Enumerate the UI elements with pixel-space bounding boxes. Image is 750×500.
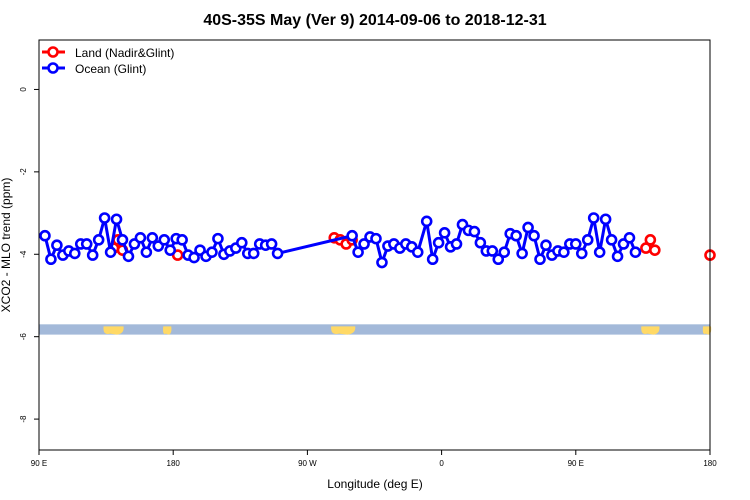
legend-item-ocean: Ocean (Glint): [42, 62, 146, 76]
ocean-series-point: [498, 246, 511, 259]
x-tick-label: 0: [439, 459, 444, 468]
island-blob: [641, 326, 660, 335]
x-tick-label: 90 W: [298, 459, 317, 468]
land-ocean-band: [39, 324, 712, 335]
ocean-series-point: [265, 238, 278, 250]
ocean-series-point: [116, 234, 129, 246]
ocean-series-point: [420, 215, 433, 228]
ocean-series-point: [486, 245, 499, 257]
legend-label-ocean: Ocean (Glint): [75, 62, 146, 76]
y-tick-label: 0: [19, 87, 28, 92]
ocean-series-point: [86, 249, 99, 261]
ocean-series-point: [98, 212, 111, 224]
ocean-series-point: [146, 231, 159, 244]
x-tick-label: 90 E: [568, 459, 584, 468]
ocean-series-point: [432, 236, 445, 249]
ocean-series-point: [611, 250, 624, 263]
ocean-series-point: [575, 247, 588, 260]
ocean-series-point: [235, 236, 248, 249]
chart-title: 40S-35S May (Ver 9) 2014-09-06 to 2018-1…: [203, 12, 546, 29]
ocean-series-point: [51, 239, 63, 252]
ocean-series-point: [110, 213, 123, 226]
ocean-series-point: [104, 246, 117, 259]
ocean-series-point: [426, 253, 439, 266]
y-axis-label: XCO2 - MLO trend (ppm): [0, 178, 13, 313]
ocean-series-point: [587, 212, 600, 224]
land-series-point: [649, 244, 661, 256]
ocean-series-point: [164, 244, 177, 256]
continent-blob: [331, 326, 356, 335]
ocean-series-point: [528, 229, 540, 242]
y-tick-label: -2: [19, 168, 28, 176]
ocean-series-point: [358, 238, 370, 250]
ocean-series-point: [605, 234, 618, 246]
ocean-series-point: [558, 246, 570, 259]
legend-item-land: Land (Nadir&Glint): [42, 46, 174, 60]
legend: Land (Nadir&Glint) Ocean (Glint): [42, 46, 174, 76]
ocean-series-point: [68, 247, 81, 260]
ocean-series-point: [212, 232, 224, 245]
ocean-series-point: [474, 236, 487, 249]
ocean-series-point: [468, 225, 481, 238]
ocean-series-point: [540, 239, 552, 252]
x-tick-label: 90 E: [31, 459, 47, 468]
ocean-series-point: [492, 253, 505, 266]
ocean-series-point: [140, 246, 153, 259]
series-lines: [39, 212, 716, 269]
ocean-series-point: [516, 247, 528, 260]
ocean-series-point: [39, 229, 51, 242]
ocean-series-point: [247, 247, 260, 260]
legend-label-land: Land (Nadir&Glint): [75, 46, 174, 60]
y-tick-label: -8: [19, 415, 28, 423]
ocean-band: [39, 324, 710, 335]
ocean-series-point: [599, 213, 612, 226]
x-tick-label: 180: [167, 459, 181, 468]
ocean-series-point: [593, 246, 606, 259]
ocean-series-point: [45, 253, 57, 266]
ocean-series-point: [134, 231, 147, 244]
island-blob: [103, 326, 124, 335]
y-tick-label: -4: [19, 250, 28, 258]
ocean-series-point: [569, 238, 582, 250]
ocean-series-point: [80, 238, 93, 250]
ocean-series-point: [271, 247, 284, 260]
plot-frame: [38, 39, 711, 451]
ocean-series-point: [346, 229, 358, 242]
y-tick-label: -6: [19, 333, 28, 341]
ocean-series-point: [450, 238, 463, 250]
island-blob: [702, 326, 712, 335]
ocean-series-point: [510, 229, 522, 242]
ocean-series-point: [581, 234, 594, 246]
land-series-point: [644, 234, 657, 246]
ocean-series-point: [158, 234, 171, 246]
ocean-series-point: [522, 221, 534, 234]
ocean-series-point: [92, 234, 105, 246]
ocean-series-point: [438, 227, 451, 239]
ocean-series-point: [122, 250, 135, 263]
ocean-series-point: [188, 251, 200, 264]
island-blob: [163, 326, 172, 335]
ocean-series-point: [206, 246, 218, 259]
ocean-series-point: [534, 253, 546, 266]
x-tick-label: 180: [703, 459, 717, 468]
x-axis-label: Longitude (deg E): [327, 477, 422, 491]
ocean-series-point: [370, 232, 382, 245]
ocean-series-point: [176, 234, 188, 246]
ocean-series-point: [411, 246, 424, 259]
ocean-series-point: [629, 246, 642, 259]
ocean-series-point: [352, 246, 364, 259]
ocean-series-point: [376, 256, 388, 269]
axis-ticks: 90 E 180 90 W 0 90 E 180 0 -2 -4 -6 -8: [19, 87, 717, 468]
ocean-series-point: [623, 231, 636, 244]
